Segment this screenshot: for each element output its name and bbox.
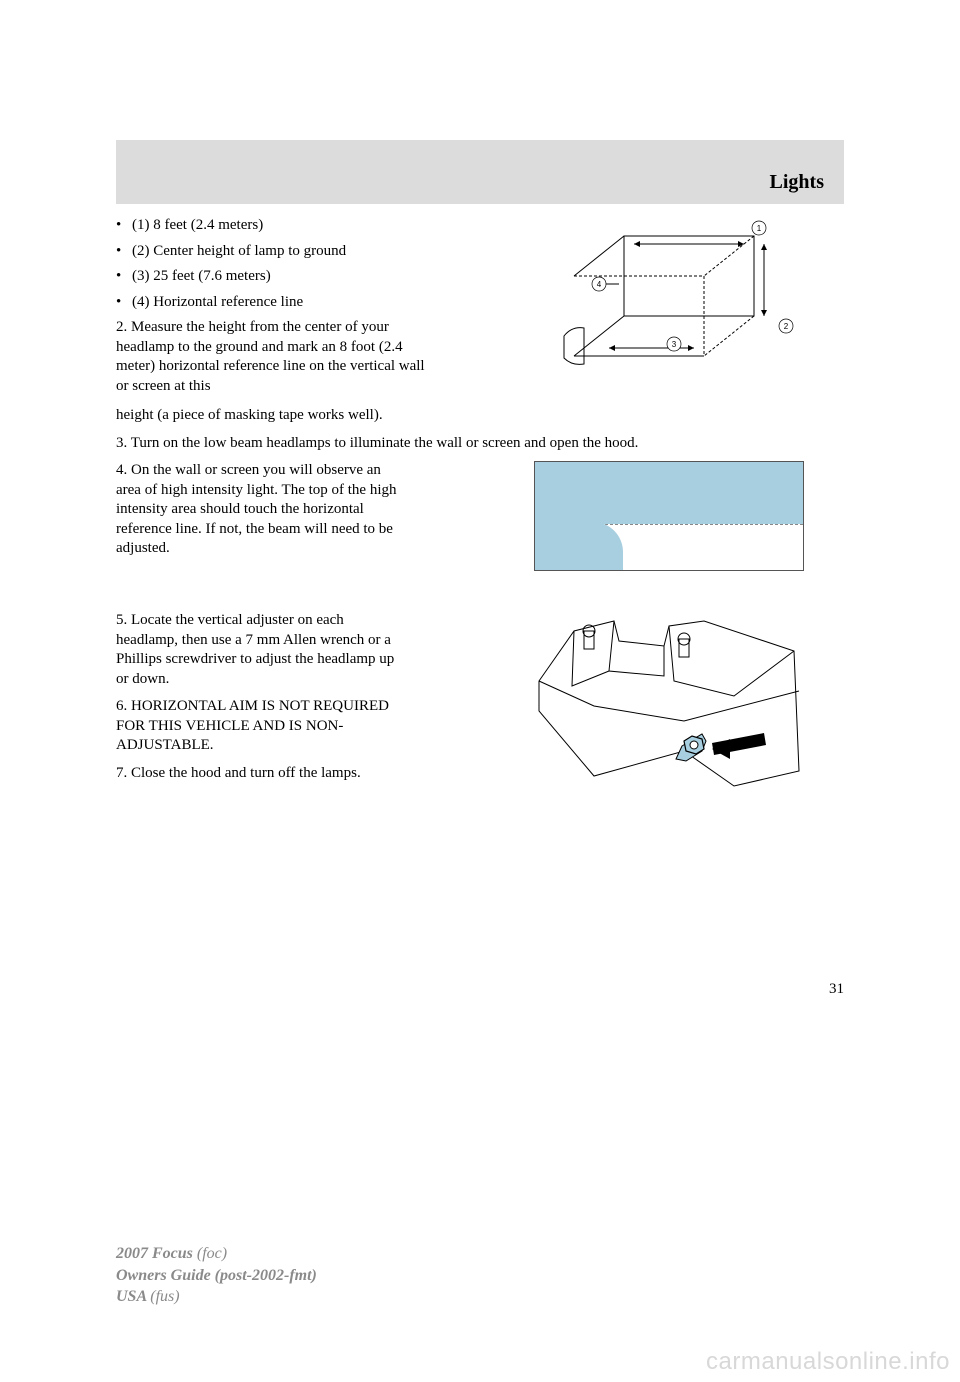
bullet-text: (2) Center height of lamp to ground xyxy=(132,242,346,262)
step-4: 4. On the wall or screen you will observ… xyxy=(116,461,406,559)
step-3: 3. Turn on the low beam headlamps to ill… xyxy=(116,434,844,454)
bullet-item: • (4) Horizontal reference line xyxy=(116,293,406,313)
diagram-label-2: 2 xyxy=(784,322,789,331)
footer-line-1: 2007 Focus (foc) xyxy=(116,1243,317,1265)
footer-line-2: Owners Guide (post-2002-fmt) xyxy=(116,1265,317,1287)
bullet-text: (3) 25 feet (7.6 meters) xyxy=(132,267,271,287)
bullet-icon: • xyxy=(116,267,132,287)
diagram-adjuster xyxy=(534,611,804,791)
bullet-text: (4) Horizontal reference line xyxy=(132,293,303,313)
bullet-item: • (1) 8 feet (2.4 meters) xyxy=(116,216,406,236)
footer: 2007 Focus (foc) Owners Guide (post-2002… xyxy=(116,1243,317,1308)
section-bullets-diagram1: • (1) 8 feet (2.4 meters) • (2) Center h… xyxy=(116,216,844,396)
bullet-icon: • xyxy=(116,242,132,262)
bullet-text: (1) 8 feet (2.4 meters) xyxy=(132,216,263,236)
bullet-item: • (3) 25 feet (7.6 meters) xyxy=(116,267,406,287)
step-7: 7. Close the hood and turn off the lamps… xyxy=(116,764,406,784)
diagram-headlamp-aim: 1 2 3 4 xyxy=(554,216,804,376)
diagram-label-3: 3 xyxy=(672,340,677,349)
bullet-item: • (2) Center height of lamp to ground xyxy=(116,242,406,262)
section-step5-7: 5. Locate the vertical adjuster on each … xyxy=(116,611,844,811)
step-6: 6. HORIZONTAL AIM IS NOT REQUIRED FOR TH… xyxy=(116,697,406,756)
header-title: Lights xyxy=(770,171,824,194)
light-area xyxy=(535,462,803,524)
bullet-icon: • xyxy=(116,293,132,313)
step-5: 5. Locate the vertical adjuster on each … xyxy=(116,611,406,689)
diagram-light-pattern xyxy=(534,461,804,571)
light-cutoff xyxy=(535,522,623,570)
content-area: • (1) 8 feet (2.4 meters) • (2) Center h… xyxy=(116,216,844,811)
bullet-icon: • xyxy=(116,216,132,236)
step-2-partial: 2. Measure the height from the center of… xyxy=(116,318,436,396)
diagram-label-1: 1 xyxy=(757,224,762,233)
page-number: 31 xyxy=(0,981,844,998)
step-2-rest: height (a piece of masking tape works we… xyxy=(116,406,844,426)
diagram-label-4: 4 xyxy=(597,280,602,289)
watermark: carmanualsonline.info xyxy=(706,1348,950,1376)
footer-line-3: USA (fus) xyxy=(116,1286,317,1308)
section-step4: 4. On the wall or screen you will observ… xyxy=(116,461,844,591)
page-header: Lights xyxy=(116,140,844,204)
